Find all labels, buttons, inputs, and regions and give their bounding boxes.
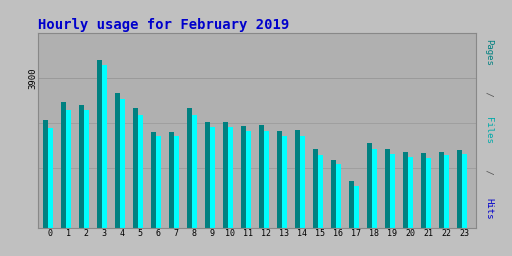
Text: Hourly usage for February 2019: Hourly usage for February 2019	[38, 18, 290, 32]
Bar	[223, 122, 228, 256]
Bar	[83, 110, 89, 256]
Bar	[156, 136, 161, 256]
Text: Files: Files	[484, 117, 494, 144]
Bar	[192, 115, 197, 256]
Bar	[313, 148, 318, 256]
Bar	[349, 182, 354, 256]
Bar	[408, 157, 413, 256]
Bar	[174, 136, 179, 256]
Bar	[372, 150, 377, 256]
Bar	[462, 154, 467, 256]
Bar	[48, 127, 53, 256]
Text: Hits: Hits	[484, 198, 494, 219]
Bar	[390, 154, 395, 256]
Bar	[385, 148, 390, 256]
Bar	[151, 132, 156, 256]
Bar	[295, 130, 300, 256]
Bar	[403, 152, 408, 256]
Text: /: /	[484, 86, 494, 97]
Bar	[318, 155, 323, 256]
Bar	[133, 108, 138, 256]
Bar	[169, 132, 174, 256]
Text: Pages: Pages	[484, 39, 494, 66]
Bar	[457, 150, 462, 256]
Bar	[120, 99, 124, 256]
Bar	[43, 120, 48, 256]
Bar	[241, 126, 246, 256]
Bar	[79, 105, 83, 256]
Bar	[421, 153, 426, 256]
Bar	[187, 108, 192, 256]
Bar	[259, 125, 264, 256]
Bar	[61, 102, 66, 256]
Bar	[246, 132, 251, 256]
Bar	[102, 65, 106, 256]
Bar	[426, 158, 431, 256]
Bar	[66, 110, 71, 256]
Bar	[300, 136, 305, 256]
Bar	[138, 115, 143, 256]
Bar	[444, 155, 449, 256]
Bar	[439, 152, 444, 256]
Bar	[354, 186, 359, 256]
Bar	[277, 131, 282, 256]
Bar	[115, 93, 120, 256]
Bar	[331, 159, 336, 256]
Bar	[228, 127, 232, 256]
Bar	[205, 122, 210, 256]
Bar	[264, 132, 269, 256]
Text: /: /	[484, 164, 494, 175]
Bar	[336, 164, 341, 256]
Bar	[282, 136, 287, 256]
Bar	[97, 60, 102, 256]
Bar	[210, 127, 215, 256]
Bar	[367, 143, 372, 256]
